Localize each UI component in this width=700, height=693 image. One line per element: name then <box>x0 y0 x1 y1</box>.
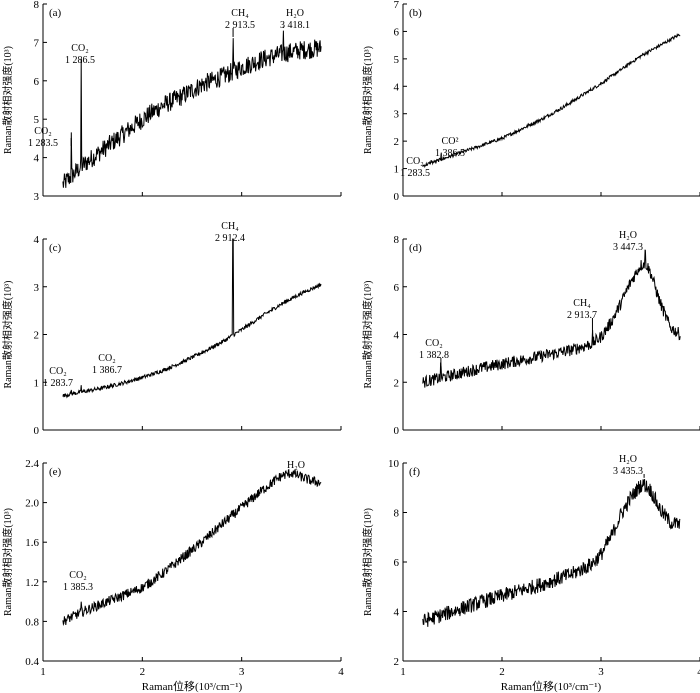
x-tick-label: 4 <box>338 666 344 678</box>
peak-label-name: CO₂ <box>34 126 51 137</box>
peak-label-value: 1 386.7 <box>92 365 122 376</box>
peak-label-value: 3 435.3 <box>613 466 643 477</box>
peak-label-value: 1 286.5 <box>65 55 95 66</box>
peak-label-name: CH₄ <box>221 221 239 232</box>
peak-label-value: 3 418.1 <box>280 20 310 31</box>
y-tick-label: 8 <box>34 0 40 11</box>
peak-label-value: 1 283.7 <box>43 378 73 389</box>
y-axis-label: Raman散射相对强度(10³) <box>361 508 374 616</box>
x-tick-label: 1 <box>40 666 46 678</box>
y-tick-label: 0.8 <box>25 616 39 628</box>
peak-label-name: H₂O <box>287 460 305 471</box>
peak-label-name: CO² <box>442 136 459 147</box>
y-tick-label: 2.4 <box>25 458 39 470</box>
spectrum-series <box>62 30 322 188</box>
y-tick-label: 4 <box>394 607 400 619</box>
y-tick-label: 6 <box>34 76 40 88</box>
spectrum-series <box>422 249 681 388</box>
peak-label-name: H₂O <box>619 230 637 241</box>
x-axis-label-right: Raman位移(10³/cm⁻¹) <box>501 679 602 693</box>
spectrum-series <box>62 468 322 627</box>
y-tick-label: 4 <box>394 81 400 93</box>
y-axis-label: Raman散射相对强度(10³) <box>1 46 14 154</box>
y-tick-label: 0 <box>394 425 400 437</box>
y-tick-label: 7 <box>34 37 40 49</box>
y-tick-label: 0 <box>394 191 400 203</box>
y-tick-label: 2 <box>394 656 400 668</box>
panel-label: (b) <box>409 7 422 19</box>
y-tick-label: 5 <box>394 54 400 66</box>
peak-label-name: H₂O <box>619 454 637 465</box>
y-tick-label: 4 <box>34 234 40 246</box>
peak-label-name: CO₂ <box>98 353 115 364</box>
peak-label-name: CH₄ <box>231 8 249 19</box>
y-tick-label: 6 <box>394 26 400 38</box>
y-tick-label: 8 <box>394 508 400 520</box>
x-tick-label: 2 <box>499 666 505 678</box>
y-axis-label: Raman散射相对强度(10³) <box>361 46 374 154</box>
peak-label-name: H₂O <box>286 8 304 19</box>
x-tick-label: 3 <box>239 666 245 678</box>
peak-label-value: 2 913.7 <box>567 310 597 321</box>
y-tick-label: 2.0 <box>25 498 39 510</box>
y-tick-label: 1.6 <box>25 537 39 549</box>
peak-label-value: 2 912.4 <box>215 233 245 244</box>
peak-label-value: 3 447.3 <box>613 242 643 253</box>
peak-label-name: CH₄ <box>573 298 591 309</box>
peak-label-name: CO₂ <box>49 366 66 377</box>
y-tick-label: 1 <box>34 377 40 389</box>
y-tick-label: 2 <box>34 330 40 342</box>
y-tick-label: 0 <box>34 425 40 437</box>
y-tick-label: 8 <box>394 234 400 246</box>
peak-label-value: 1 386.5 <box>435 148 465 159</box>
x-tick-label: 3 <box>598 666 604 678</box>
y-tick-label: 5 <box>34 114 40 126</box>
y-tick-label: 2 <box>394 136 400 148</box>
y-tick-label: 0.4 <box>25 656 39 668</box>
y-tick-label: 7 <box>394 0 400 11</box>
y-tick-label: 3 <box>34 282 40 294</box>
panel-label: (c) <box>49 242 62 254</box>
x-axis-label-left: Raman位移(10³/cm⁻¹) <box>142 679 243 693</box>
panel-label: (a) <box>49 7 62 19</box>
x-tick-label: 4 <box>697 666 700 678</box>
peak-label-name: CO₂ <box>406 156 423 167</box>
y-tick-label: 10 <box>388 458 400 470</box>
panel-label: (f) <box>409 466 420 478</box>
y-tick-label: 3 <box>394 109 400 121</box>
y-tick-label: 6 <box>394 557 400 569</box>
y-tick-label: 4 <box>34 153 40 165</box>
spectrum-series <box>62 238 322 399</box>
peak-label-value: 1 385.3 <box>63 582 93 593</box>
y-tick-label: 4 <box>394 330 400 342</box>
spectrum-series <box>422 479 681 627</box>
panel-label: (d) <box>409 242 422 254</box>
panel-e: 0.4 0.8 1.2 1.6 2.0 2.4 1 2 3 4 Raman散射相对强度(10³) (e… <box>1 458 344 678</box>
peak-label-name: CO₂ <box>425 338 442 349</box>
peak-label-name: CO₂ <box>69 570 86 581</box>
y-axis-label: Raman散射相对强度(10³) <box>361 281 374 389</box>
peak-label-value: 1 283.5 <box>28 138 58 149</box>
x-tick-label: 1 <box>400 666 406 678</box>
y-tick-label: 3 <box>34 191 40 203</box>
y-tick-label: 6 <box>394 282 400 294</box>
y-axis-label: Raman散射相对强度(10³) <box>1 281 14 389</box>
spectrum-series <box>422 32 681 169</box>
peak-label-value: 1 382.8 <box>419 350 449 361</box>
y-tick-label: 1.2 <box>25 577 39 589</box>
peak-label-value: 1 283.5 <box>400 168 430 179</box>
peak-label-value: 2 913.5 <box>225 20 255 31</box>
panel-label: (e) <box>49 466 62 478</box>
x-tick-label: 2 <box>140 666 146 678</box>
peak-label-name: CO₂ <box>71 43 88 54</box>
y-tick-label: 2 <box>394 377 400 389</box>
y-tick-label: 1 <box>394 164 400 176</box>
y-axis-label: Raman散射相对强度(10³) <box>1 508 14 616</box>
